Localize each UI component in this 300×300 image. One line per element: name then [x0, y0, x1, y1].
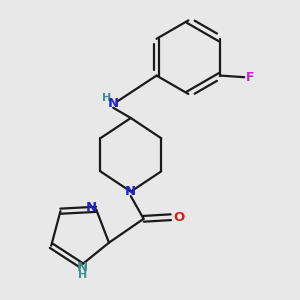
Text: O: O — [173, 211, 184, 224]
Text: N: N — [125, 185, 136, 198]
Text: F: F — [246, 71, 255, 84]
Text: N: N — [77, 261, 88, 274]
Text: H: H — [78, 270, 87, 280]
Text: N: N — [108, 97, 119, 110]
Text: H: H — [101, 93, 111, 103]
Text: N: N — [86, 201, 97, 214]
